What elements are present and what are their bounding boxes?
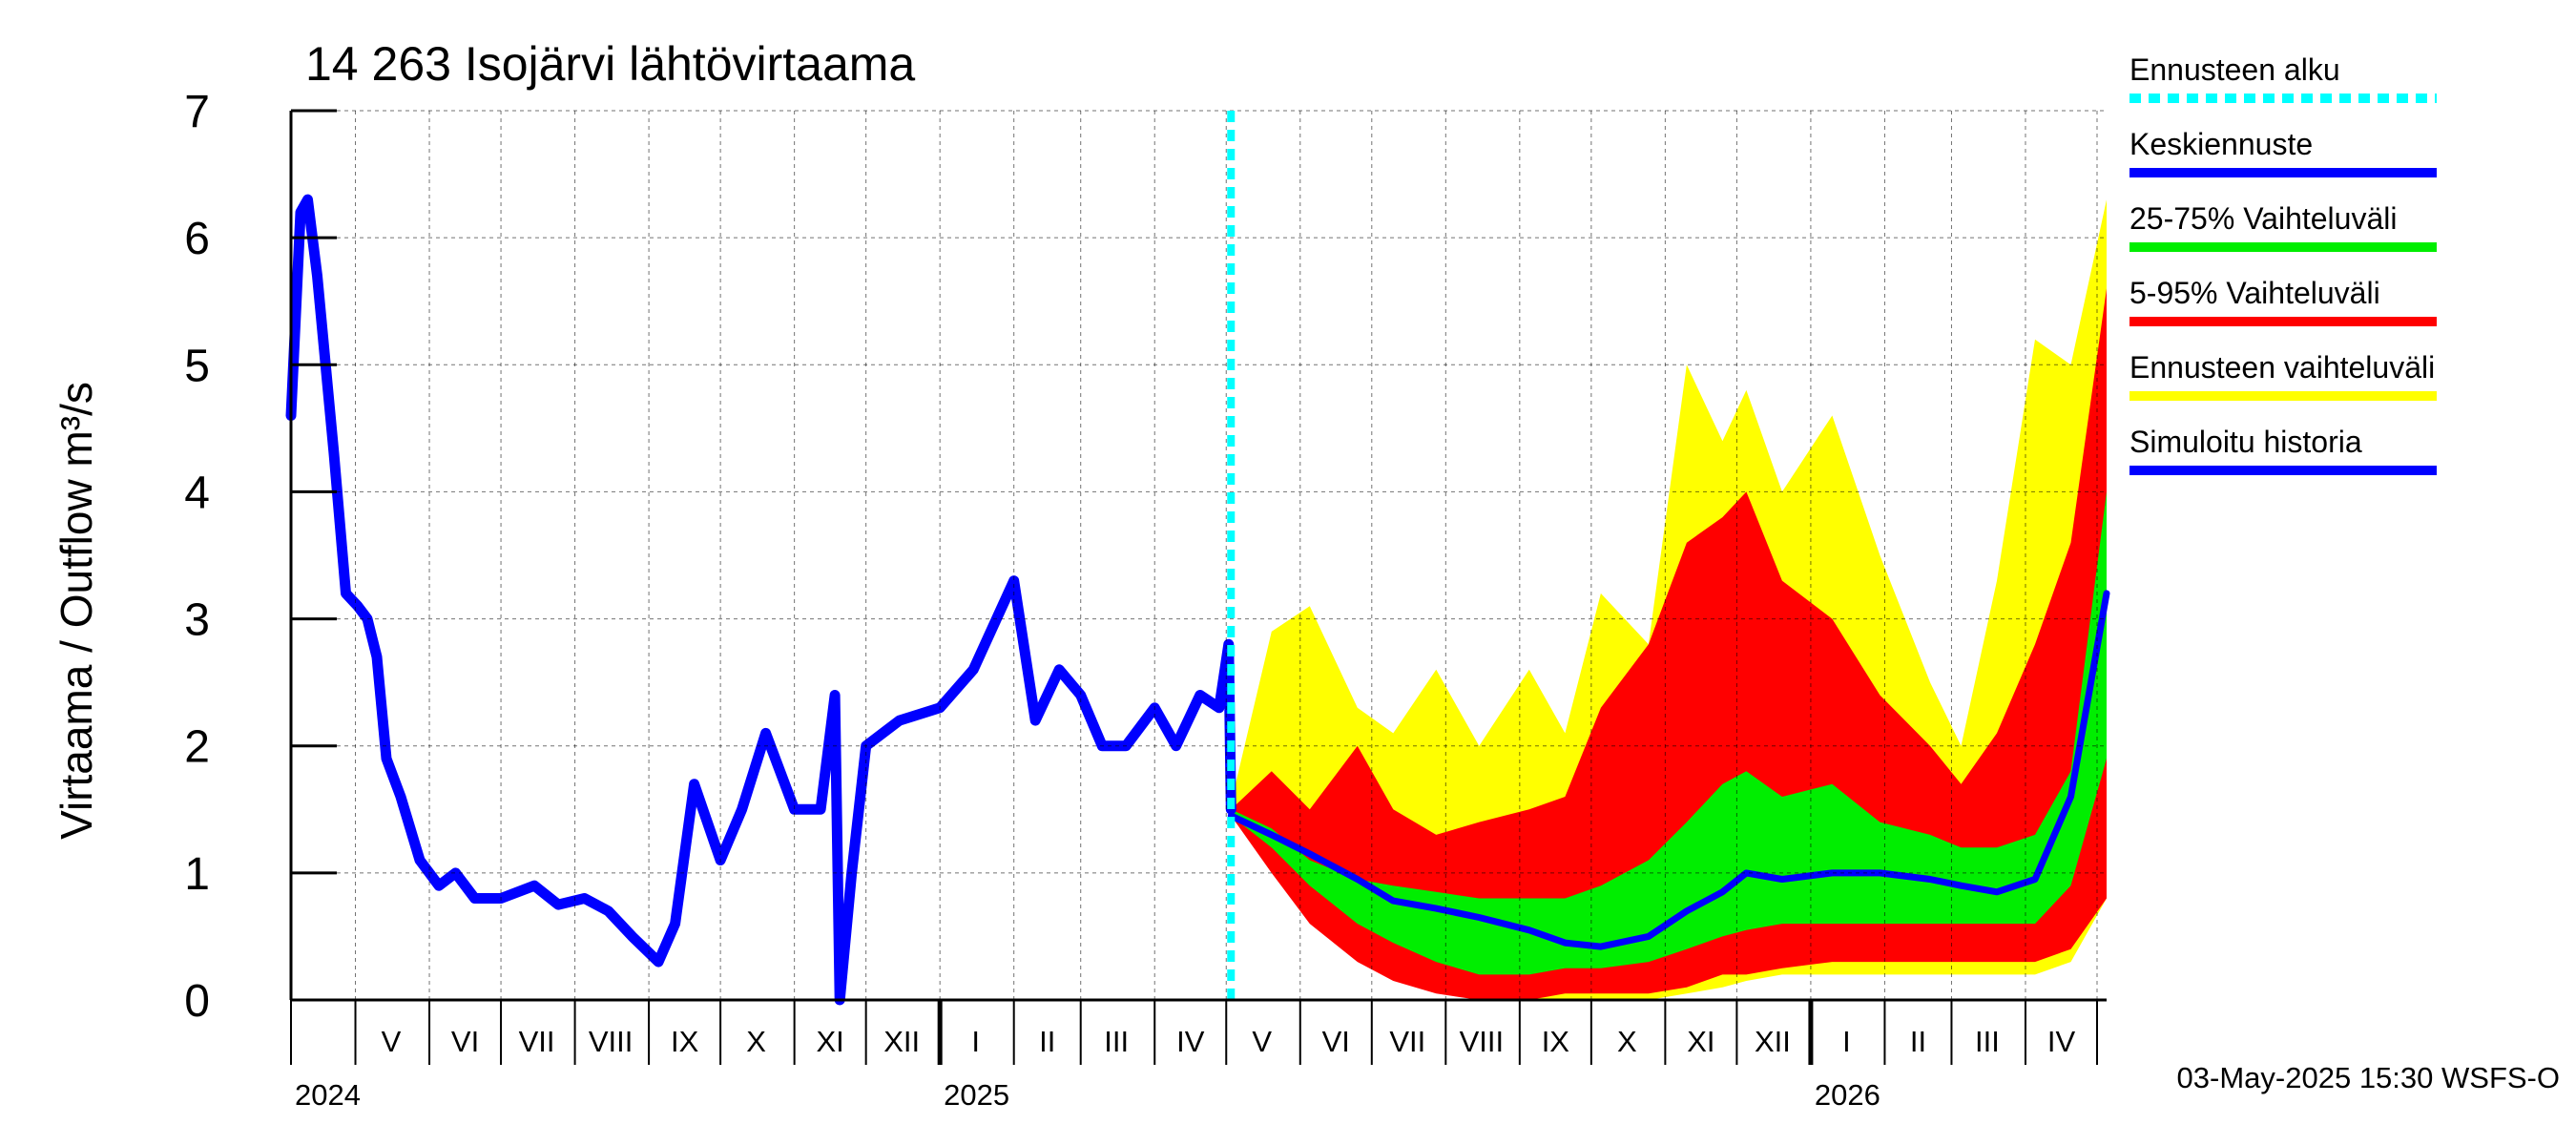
month-label: XI: [1687, 1025, 1714, 1058]
month-label: I: [971, 1025, 980, 1058]
month-label: II: [1910, 1025, 1926, 1058]
footer-timestamp: 03-May-2025 15:30 WSFS-O: [2177, 1061, 2560, 1094]
legend-label: Ennusteen alku: [2129, 52, 2340, 87]
month-label: V: [382, 1025, 402, 1058]
band-series-1: [1231, 288, 2107, 1000]
month-label: III: [1975, 1025, 2000, 1058]
month-label: IX: [671, 1025, 699, 1058]
month-label: I: [1842, 1025, 1851, 1058]
year-label: 2024: [295, 1078, 361, 1112]
month-label: VII: [1389, 1025, 1425, 1058]
legend-label: Ennusteen vaihteluväli: [2129, 350, 2435, 385]
month-label: VIII: [1460, 1025, 1505, 1058]
month-label: XI: [817, 1025, 844, 1058]
y-tick-label: 7: [184, 87, 210, 137]
month-label: XII: [1755, 1025, 1791, 1058]
month-label: XII: [883, 1025, 920, 1058]
month-label: III: [1104, 1025, 1129, 1058]
month-label: VI: [1322, 1025, 1350, 1058]
month-label: VII: [519, 1025, 555, 1058]
month-label: IX: [1542, 1025, 1570, 1058]
y-tick-label: 2: [184, 722, 210, 773]
y-tick-label: 5: [184, 341, 210, 391]
legend-label: Simuloitu historia: [2129, 425, 2362, 459]
band-series-2: [1231, 491, 2107, 975]
y-tick-label: 3: [184, 595, 210, 646]
month-label: IV: [2047, 1025, 2076, 1058]
y-axis-label: Virtaama / Outflow m³/s: [52, 382, 101, 840]
legend-label: 5-95% Vaihteluväli: [2129, 276, 2380, 310]
y-tick-label: 6: [184, 214, 210, 264]
month-label: VI: [451, 1025, 479, 1058]
month-label: IV: [1176, 1025, 1205, 1058]
year-label: 2026: [1815, 1078, 1880, 1112]
month-label: X: [1617, 1025, 1637, 1058]
line-series-3: [1227, 590, 2110, 950]
chart-title: 14 263 Isojärvi lähtövirtaama: [305, 37, 915, 91]
legend-label: Keskiennuste: [2129, 127, 2313, 161]
y-tick-label: 4: [184, 468, 210, 518]
legend-label: 25-75% Vaihteluväli: [2129, 201, 2397, 236]
month-label: X: [746, 1025, 766, 1058]
legend: Ennusteen alku Keskiennuste 25-75% Vaihtel…: [2129, 52, 2437, 475]
month-label: V: [1252, 1025, 1272, 1058]
y-tick-label: 1: [184, 849, 210, 900]
month-label: II: [1039, 1025, 1055, 1058]
y-tick-label: 0: [184, 976, 210, 1027]
year-label: 2025: [944, 1078, 1009, 1112]
month-label: VIII: [589, 1025, 634, 1058]
